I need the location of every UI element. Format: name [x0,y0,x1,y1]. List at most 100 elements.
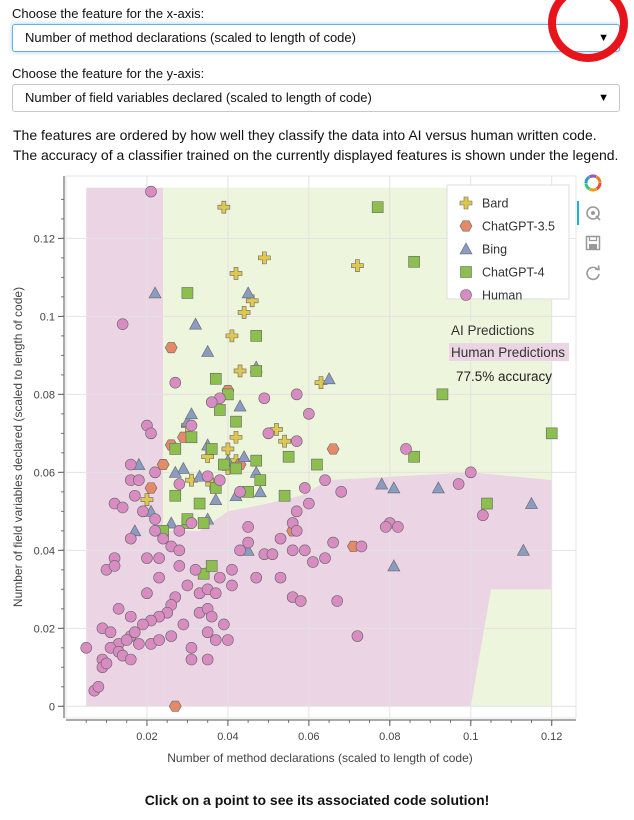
point-human[interactable] [351,630,364,642]
point-chatgpt-4[interactable] [254,474,267,486]
point-bing[interactable] [233,399,247,412]
point-human[interactable] [286,544,299,557]
point-chatgpt-4[interactable] [481,497,493,510]
point-bing[interactable] [253,485,267,498]
point-chatgpt-4[interactable] [311,458,323,471]
point-bing[interactable] [176,461,190,474]
point-chatgpt-4[interactable] [214,404,226,416]
point-human[interactable] [226,564,238,576]
point-human[interactable] [392,521,404,533]
bokeh-logo-icon[interactable] [584,174,602,192]
point-human[interactable] [124,458,137,471]
point-human[interactable] [124,532,137,545]
point-chatgpt-4[interactable] [282,450,295,463]
point-human[interactable] [290,525,303,537]
point-human[interactable] [209,587,222,600]
point-chatgpt-4[interactable] [193,497,206,510]
point-bard[interactable] [314,376,328,389]
point-human[interactable] [145,185,157,198]
point-bing[interactable] [168,465,182,478]
point-human[interactable] [452,478,465,490]
point-bard[interactable] [217,200,231,214]
point-human[interactable] [153,634,165,646]
point-human[interactable] [242,521,254,533]
point-chatgpt-3-5[interactable] [144,482,158,494]
point-chatgpt-4[interactable] [408,450,420,463]
point-human[interactable] [100,657,113,670]
point-bing[interactable] [431,481,445,494]
point-human[interactable] [92,681,105,693]
point-bing[interactable] [375,477,389,490]
point-human[interactable] [185,517,198,529]
point-human[interactable] [303,497,315,510]
point-bing[interactable] [148,286,162,299]
point-chatgpt-4[interactable] [371,201,384,213]
point-chatgpt-3-5[interactable] [164,342,178,354]
point-bing[interactable] [387,559,401,572]
point-chatgpt-4[interactable] [205,443,218,455]
point-bing[interactable] [524,496,538,509]
point-human[interactable] [266,548,279,561]
point-human[interactable] [116,501,129,514]
point-human[interactable] [205,610,218,623]
point-bing[interactable] [387,481,401,494]
point-chatgpt-4[interactable] [250,454,263,467]
point-human[interactable] [116,318,129,330]
point-chatgpt-4[interactable] [230,462,242,475]
point-bing[interactable] [237,450,251,463]
tap-tool-icon[interactable] [584,204,602,222]
point-bard[interactable] [229,267,243,280]
scatter-plot[interactable]: 0.02 0.04 0.06 0.08 0.1 0.12 0 0.02 0.04 0.06 0.08… [0,170,634,780]
point-human[interactable] [214,571,226,584]
point-human[interactable] [149,525,161,537]
point-bing[interactable] [516,543,530,556]
data-points[interactable] [80,185,558,712]
point-chatgpt-4[interactable] [181,287,194,299]
point-chatgpt-4[interactable] [436,388,449,401]
reset-icon[interactable] [584,264,602,282]
point-human[interactable] [181,579,194,592]
point-human[interactable] [112,603,125,615]
point-human[interactable] [129,626,141,639]
point-human[interactable] [218,618,230,631]
point-human[interactable] [327,536,339,549]
save-icon[interactable] [584,234,602,252]
point-human[interactable] [250,571,263,584]
point-human[interactable] [303,408,315,420]
point-human[interactable] [141,552,153,564]
point-human[interactable] [189,564,202,576]
point-human[interactable] [173,544,186,557]
point-human[interactable] [319,552,331,564]
point-human[interactable] [290,388,303,401]
point-human[interactable] [133,474,145,486]
point-human[interactable] [185,653,198,666]
point-human[interactable] [262,427,275,440]
point-bard[interactable] [185,473,198,487]
point-chatgpt-4[interactable] [209,372,222,385]
point-bard[interactable] [270,423,283,436]
point-human[interactable] [120,634,133,646]
point-bard[interactable] [245,294,259,308]
point-bard[interactable] [237,306,251,319]
point-bard[interactable] [278,434,291,448]
point-human[interactable] [294,595,307,607]
point-bing[interactable] [209,493,223,505]
point-human[interactable] [319,474,331,486]
point-human[interactable] [141,587,153,600]
point-bard[interactable] [258,251,271,265]
point-bing[interactable] [201,344,215,357]
point-human[interactable] [124,653,137,666]
point-human[interactable] [274,532,287,545]
point-bing[interactable] [189,317,203,330]
point-human[interactable] [149,513,161,525]
point-chatgpt-4[interactable] [408,255,420,268]
point-bard[interactable] [225,329,239,343]
point-chatgpt-4[interactable] [197,517,210,529]
point-human[interactable] [274,571,287,584]
point-human[interactable] [177,618,190,631]
point-human[interactable] [477,509,489,522]
point-bard[interactable] [351,259,364,272]
point-human[interactable] [355,540,368,553]
point-human[interactable] [108,560,121,572]
point-human[interactable] [226,579,238,592]
